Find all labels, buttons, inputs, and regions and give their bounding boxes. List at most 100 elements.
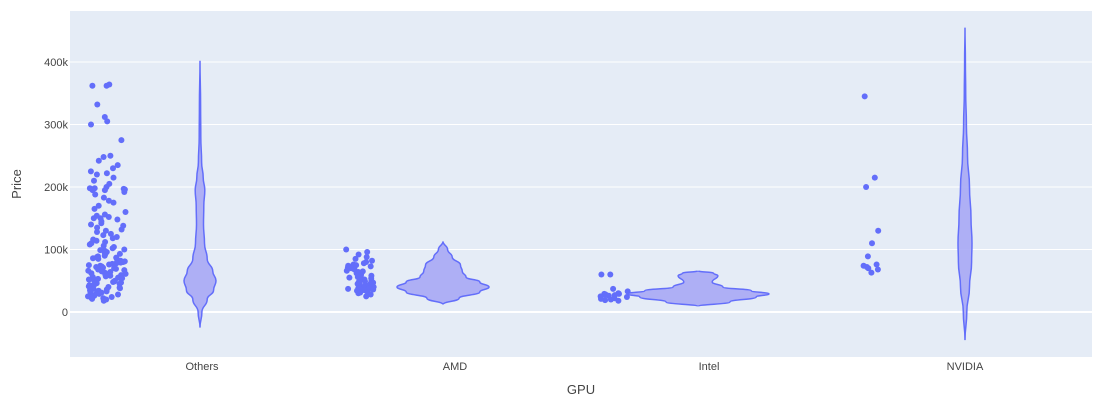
data-point-others — [108, 294, 115, 300]
data-point-amd — [360, 260, 367, 267]
data-point-others — [90, 215, 97, 222]
data-point-intel — [624, 288, 631, 295]
data-point-others — [106, 81, 113, 88]
data-point-others — [91, 205, 98, 212]
y-tick-labels: 0 100k 200k 300k 400k — [44, 57, 68, 319]
data-point-others — [93, 237, 100, 244]
violin-others — [183, 60, 217, 328]
data-point-nvidia — [869, 240, 875, 247]
data-point-intel — [607, 271, 614, 278]
data-point-intel — [607, 296, 614, 303]
x-tick-label: AMD — [443, 361, 468, 373]
data-point-nvidia — [865, 265, 872, 272]
data-point-amd — [367, 291, 374, 298]
y-tick-label: 200k — [44, 182, 68, 194]
data-point-nvidia — [873, 261, 880, 268]
x-tick-label: NVIDIA — [947, 361, 984, 373]
data-point-others — [85, 262, 92, 269]
data-point-others — [100, 242, 107, 249]
data-point-others — [110, 199, 117, 206]
data-point-amd — [364, 249, 371, 255]
data-point-nvidia — [874, 266, 881, 273]
data-point-others — [85, 276, 92, 283]
data-point-others — [100, 232, 107, 239]
data-point-others — [113, 265, 119, 272]
data-point-others — [89, 295, 96, 302]
data-point-others — [97, 247, 104, 254]
data-points — [85, 81, 882, 304]
data-point-others — [88, 221, 94, 228]
data-point-amd — [343, 267, 350, 274]
data-point-amd — [355, 251, 362, 258]
data-point-others — [109, 235, 116, 242]
data-point-others — [118, 226, 125, 233]
data-point-amd — [369, 257, 375, 264]
x-tick-label: Intel — [699, 361, 720, 373]
data-point-others — [107, 272, 114, 279]
data-point-nvidia — [871, 174, 878, 181]
data-point-others — [95, 255, 102, 262]
data-point-others — [100, 297, 107, 304]
data-point-amd — [352, 255, 359, 262]
data-point-others — [121, 246, 128, 253]
grid-lines — [70, 61, 1092, 313]
data-point-intel — [602, 297, 609, 304]
data-point-nvidia — [875, 227, 882, 234]
y-tick-label: 300k — [44, 120, 68, 132]
data-point-others — [122, 270, 129, 277]
data-point-others — [102, 227, 109, 234]
data-point-others — [94, 229, 100, 235]
data-point-amd — [363, 293, 370, 300]
data-point-others — [88, 121, 94, 128]
data-point-others — [103, 288, 110, 295]
x-axis-title: GPU — [567, 382, 595, 397]
data-point-others — [95, 202, 102, 209]
plot-background — [70, 11, 1092, 357]
data-point-others — [96, 290, 103, 297]
data-point-others — [114, 216, 121, 223]
data-point-others — [104, 118, 111, 125]
data-point-others — [110, 279, 117, 285]
data-point-others — [100, 154, 107, 160]
data-point-others — [115, 291, 121, 298]
data-point-others — [89, 82, 96, 89]
data-point-amd — [367, 263, 374, 270]
data-point-others — [110, 165, 116, 172]
data-point-others — [107, 152, 114, 159]
data-point-others — [109, 245, 116, 252]
data-point-amd — [355, 290, 362, 297]
y-axis-title: Price — [9, 169, 24, 199]
data-point-others — [116, 250, 123, 257]
data-point-others — [118, 137, 125, 144]
data-point-others — [103, 170, 110, 177]
violin-amd — [396, 240, 490, 305]
x-tick-labels: Others AMD Intel NVIDIA — [185, 361, 984, 373]
y-tick-label: 100k — [44, 245, 68, 257]
data-point-others — [114, 162, 121, 169]
data-point-others — [110, 174, 117, 181]
data-point-nvidia — [863, 184, 870, 190]
data-point-others — [100, 194, 107, 201]
data-point-nvidia — [868, 269, 875, 276]
data-point-intel — [610, 285, 617, 292]
data-point-amd — [346, 274, 353, 281]
data-point-nvidia — [861, 93, 868, 100]
data-point-others — [94, 101, 101, 108]
data-point-others — [122, 209, 129, 215]
data-point-amd — [345, 285, 352, 292]
data-point-nvidia — [864, 253, 871, 260]
data-point-others — [91, 177, 97, 184]
data-point-others — [98, 220, 105, 227]
data-point-others — [93, 171, 100, 178]
data-point-others — [101, 187, 108, 194]
data-point-intel — [598, 271, 605, 278]
data-point-others — [86, 241, 93, 248]
data-point-intel — [615, 297, 622, 304]
y-tick-label: 400k — [44, 57, 68, 69]
data-point-others — [94, 224, 101, 231]
data-point-others — [87, 168, 94, 175]
data-point-amd — [343, 246, 350, 253]
data-point-others — [101, 252, 108, 259]
data-point-others — [89, 187, 96, 194]
